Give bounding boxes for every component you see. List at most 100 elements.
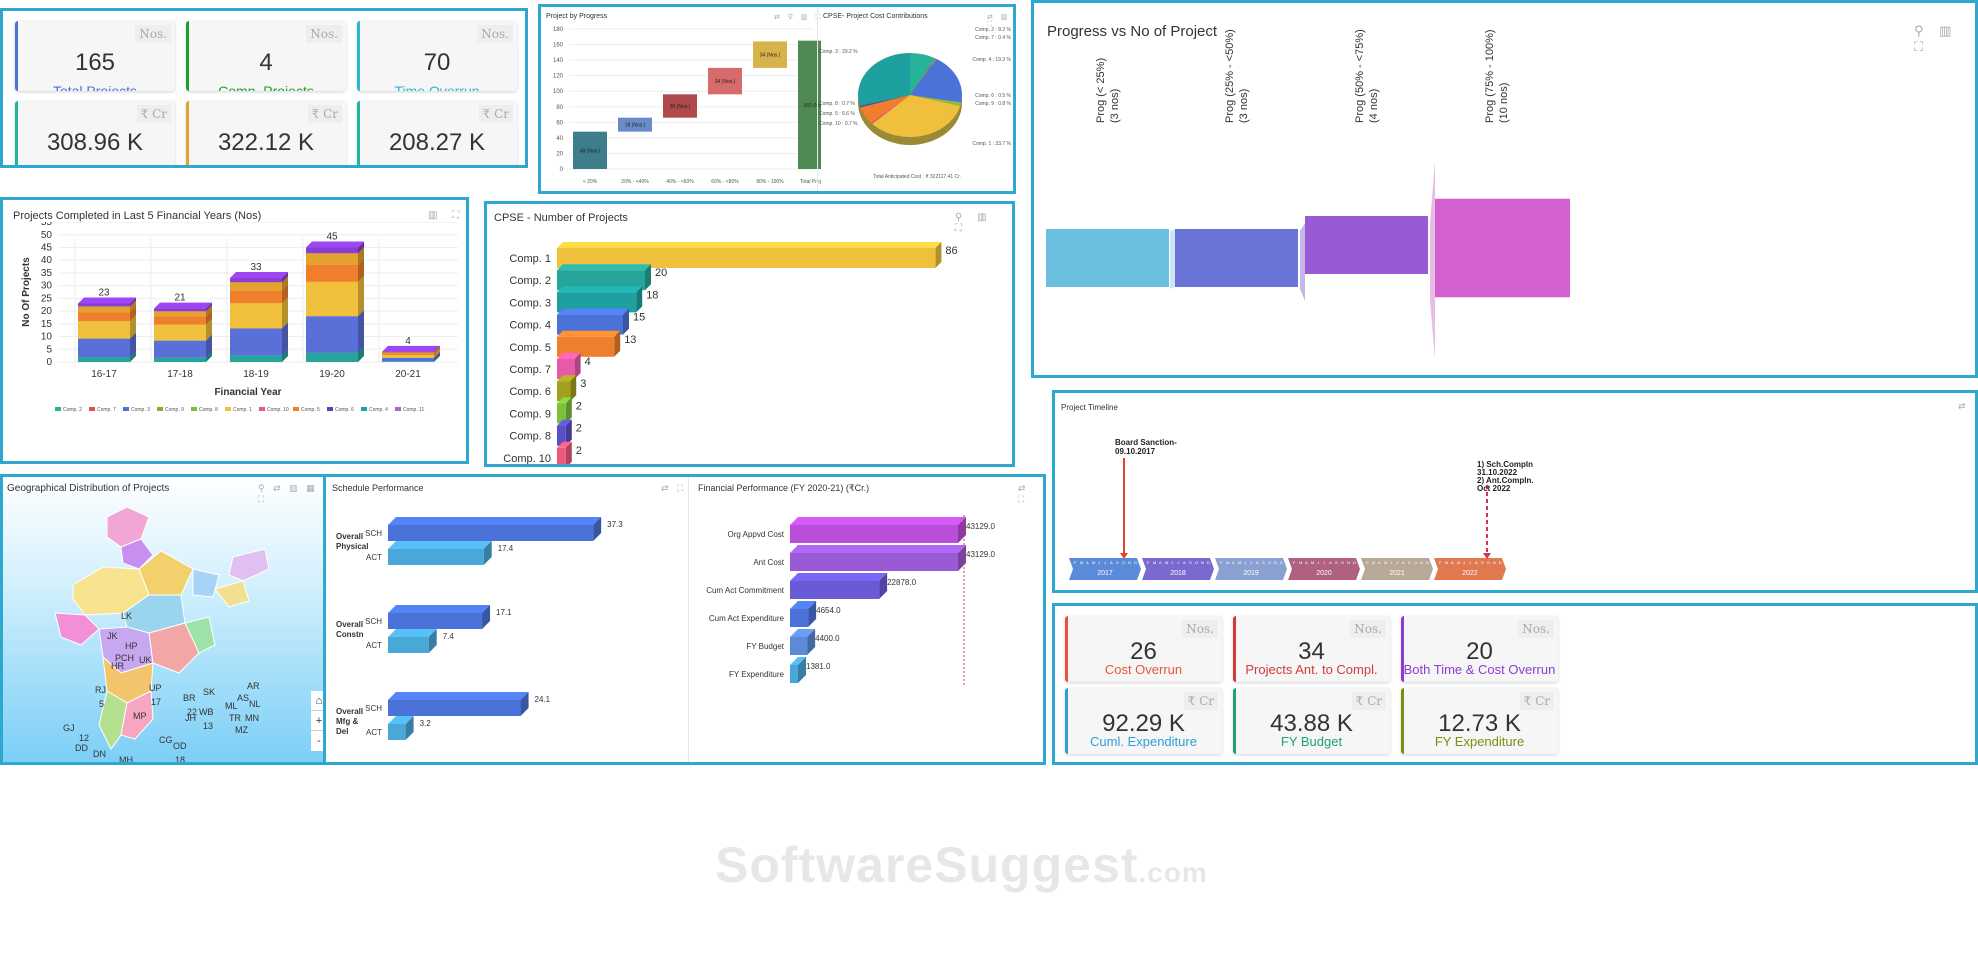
kpi-bottom-card-1[interactable]: Nos. 34 Projects Ant. to Compl.	[1233, 616, 1390, 682]
kpi-unit: ₹ Cr	[1351, 692, 1386, 710]
y-tick: Comp. 10	[503, 453, 551, 465]
cpse-bar	[557, 381, 571, 402]
group-label: Del	[336, 727, 348, 736]
svg-text:O: O	[1414, 560, 1417, 565]
timeline-tools[interactable]: ⇄	[1958, 401, 1972, 411]
sankey-label: (3 nos)	[1238, 89, 1250, 123]
kpi-unit: Nos.	[306, 25, 342, 43]
kpi-bottom-card-0[interactable]: Nos. 26 Cost Overrun	[1065, 616, 1222, 682]
completed-bar-seg-top	[230, 272, 288, 279]
completed-bar-seg	[154, 311, 206, 317]
completed-bar-seg-side	[206, 351, 212, 362]
completed-bar-seg-side	[130, 315, 136, 339]
kpi-top-card-0[interactable]: Nos. 165 Total Projects	[15, 21, 175, 91]
svg-text:J: J	[1244, 560, 1246, 565]
progress-tools[interactable]: ⇄ ⚲ ▥ ⛶	[774, 14, 824, 21]
map-state-label: JH	[185, 713, 196, 723]
zoom-out-button[interactable]: -	[311, 731, 325, 751]
svg-text:S: S	[1116, 560, 1119, 565]
cpse-tools[interactable]: ⚲ ▥ ⛶	[955, 212, 993, 234]
y-tick: 10	[41, 332, 53, 343]
legend-item: Comp. 9	[165, 407, 184, 413]
kpi-top-card-2[interactable]: Nos. 70 Time Overrun	[357, 21, 517, 91]
progress-data-label: 48 (Nos.)	[580, 148, 601, 154]
progress-data-label: 34 (Nos.)	[715, 79, 736, 85]
map-state-label: MP	[133, 711, 147, 721]
svg-text:A: A	[1256, 560, 1259, 565]
completed-bar-seg-top	[154, 302, 212, 309]
map-state-label: 18	[175, 755, 185, 762]
cpse-bar-side	[574, 353, 581, 379]
completed-bar-seg	[230, 355, 282, 362]
y-tick: 25	[41, 293, 53, 304]
map-state-label: HR	[111, 661, 124, 671]
map-region	[148, 622, 200, 674]
map-region	[98, 690, 128, 750]
svg-text:N: N	[1201, 560, 1204, 565]
india-map[interactable]: LKJKHPPCHUKHRRJ5UP17MPGJ12DDDNMH13GAKA10…	[3, 477, 325, 762]
timeline-year-block	[1288, 558, 1360, 580]
y-tick: 30	[41, 281, 53, 292]
map-state-label: UK	[139, 655, 152, 665]
kpi-top-card-1[interactable]: Nos. 4 Comp. Projects	[186, 21, 346, 91]
kpi-value: 322.12 K	[217, 129, 315, 156]
y-tick: 180	[553, 27, 564, 33]
y-tick: 40	[556, 136, 563, 142]
pie-footer: Total Anticipated Cost : ₹ 322117.41 Cr.	[873, 174, 961, 180]
svg-text:A: A	[1183, 560, 1186, 565]
financial-tools[interactable]: ⇄ ⛶	[1018, 483, 1029, 504]
kpi-label: Time Overrun	[394, 83, 480, 91]
financial-chart: Org Appvd Cost 43129.0 Ant Cost 43129.0 Cum …	[706, 515, 995, 685]
financial-bar-top	[790, 657, 806, 665]
event2-label: 31.10.2022	[1477, 468, 1518, 477]
pie-label: Comp. 8 : 0.7 %	[819, 101, 855, 107]
financial-bar	[790, 525, 958, 543]
completed-bar-seg	[154, 340, 206, 358]
data-label: 22878.0	[887, 578, 916, 587]
home-icon[interactable]: ⌂	[311, 691, 325, 711]
completed-bar-seg-side	[282, 276, 288, 291]
y-tick: Comp. 7	[509, 364, 551, 376]
pie-slice	[859, 95, 910, 108]
pie-label: Comp. 2 : 8.2 %	[975, 27, 1011, 33]
completed-bar-seg-side	[130, 300, 136, 313]
completed-bar-seg	[306, 352, 358, 362]
svg-text:O: O	[1487, 560, 1490, 565]
x-tick: 19-20	[319, 369, 345, 380]
geo-tools[interactable]: ⚲ ⇄ ▥ ▦ ⛶	[258, 483, 318, 504]
map-state-label: RJ	[95, 685, 106, 695]
svg-text:F: F	[1439, 560, 1442, 565]
sankey-label: Prog (25% - <50%)	[1224, 29, 1236, 123]
cpse-bar-side	[623, 308, 629, 335]
svg-text:F: F	[1293, 560, 1296, 565]
kpi-top-card-5[interactable]: ₹ Cr 208.27 K Cuml. Commitment	[357, 101, 517, 165]
legend-item: Comp. 11	[403, 407, 425, 413]
schedule-bar-top	[388, 692, 529, 700]
pie-tools[interactable]: ⇄ ▥ ⛶	[987, 14, 1011, 28]
zoom-in-button[interactable]: +	[311, 711, 325, 731]
completed-bar-seg-side	[282, 284, 288, 304]
progress-chart: 0 20 40 60 80 100 120 140 160 180 48 (Nos.) < 20% 18…	[553, 27, 821, 185]
schedule-tools[interactable]: ⇄ ⛶	[661, 483, 687, 493]
completed-bar-seg	[154, 324, 206, 341]
completed-bar-seg	[382, 357, 434, 362]
kpi-bottom-card-3[interactable]: ₹ Cr 92.29 K Cuml. Expenditure	[1065, 688, 1222, 754]
kpi-bottom-card-2[interactable]: Nos. 20 Both Time & Cost Overrun	[1401, 616, 1558, 682]
sankey-label: Prog (50% - <75%)	[1354, 29, 1366, 123]
kpi-bottom-card-5[interactable]: ₹ Cr 12.73 K FY Expenditure	[1401, 688, 1558, 754]
map-state-label: 5	[99, 699, 104, 709]
kpi-top-card-4[interactable]: ₹ Cr 322.12 K Anticipated Cost	[186, 101, 346, 165]
data-label: 18	[646, 289, 658, 301]
kpi-top-card-3[interactable]: ₹ Cr 308.96 K Org. Approved Cost	[15, 101, 175, 165]
cpse-bar-side	[565, 397, 572, 424]
data-label: 7.4	[443, 632, 455, 641]
completed-tools[interactable]: ▥ ⛶	[428, 210, 466, 221]
kpi-bottom-card-4[interactable]: ₹ Cr 43.88 K FY Budget	[1233, 688, 1390, 754]
cpse-bar-side	[565, 419, 572, 446]
completed-bar-seg-side	[358, 346, 364, 362]
sankey-tools[interactable]: ⚲ ▥ ⛶	[1914, 23, 1958, 54]
svg-text:A: A	[1451, 560, 1454, 565]
kpi-unit: Nos.	[135, 25, 171, 43]
